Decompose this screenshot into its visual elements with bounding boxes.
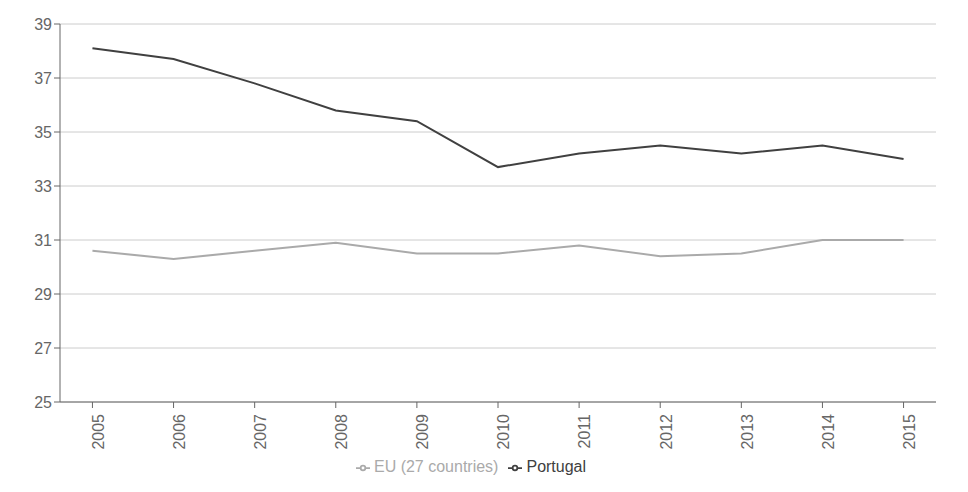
svg-text:2012: 2012 xyxy=(658,414,675,450)
svg-text:33: 33 xyxy=(34,178,52,195)
svg-text:37: 37 xyxy=(34,70,52,87)
svg-text:2015: 2015 xyxy=(901,414,918,450)
svg-text:35: 35 xyxy=(34,124,52,141)
svg-text:2011: 2011 xyxy=(576,414,593,449)
svg-text:2010: 2010 xyxy=(495,414,512,450)
svg-text:2007: 2007 xyxy=(252,414,269,450)
svg-text:2009: 2009 xyxy=(414,414,431,450)
html-text:Portugal: Portugal xyxy=(526,458,586,475)
svg-text:2006: 2006 xyxy=(171,414,188,450)
html-text:EU (27 countries): EU (27 countries) xyxy=(374,458,499,475)
svg-text:29: 29 xyxy=(34,286,52,303)
svg-text:25: 25 xyxy=(34,394,52,411)
svg-text:39: 39 xyxy=(34,16,52,33)
svg-text:2014: 2014 xyxy=(820,414,837,450)
svg-text:27: 27 xyxy=(34,340,52,357)
svg-text:2005: 2005 xyxy=(90,414,107,450)
svg-text:31: 31 xyxy=(34,232,52,249)
svg-text:2008: 2008 xyxy=(333,414,350,450)
svg-text:2013: 2013 xyxy=(739,414,756,450)
